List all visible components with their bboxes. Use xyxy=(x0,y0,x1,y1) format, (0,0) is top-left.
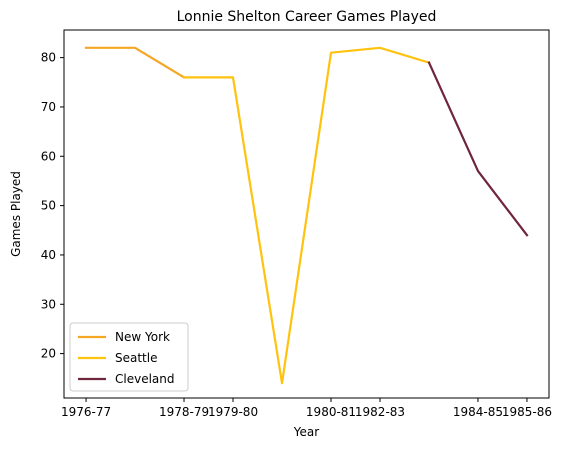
plot-area xyxy=(84,46,529,385)
x-tick-label: 1980-81 xyxy=(306,405,356,419)
legend-box xyxy=(69,322,189,392)
y-tick-label: 50 xyxy=(41,199,56,213)
x-tick-label: 1982-83 xyxy=(355,405,405,419)
x-tick-label: 1976-77 xyxy=(61,405,111,419)
series-line-seattle xyxy=(182,46,431,385)
legend: New York Seattle Cleveland xyxy=(69,322,189,392)
axes-frame xyxy=(63,29,550,399)
x-tick-label: 1979-80 xyxy=(208,405,258,419)
x-tick-label: 1984-85 xyxy=(453,405,503,419)
y-tick-label: 40 xyxy=(41,248,56,262)
legend-label: New York xyxy=(115,330,170,344)
y-axis-label: Games Played xyxy=(9,171,23,257)
y-tick-label: 20 xyxy=(41,347,56,361)
legend-label: Seattle xyxy=(115,351,157,365)
y-axis: 20 30 40 50 60 70 80 xyxy=(41,51,64,361)
series-line-new-york xyxy=(84,46,186,79)
chart-title: Lonnie Shelton Career Games Played xyxy=(177,9,437,25)
legend-label: Cleveland xyxy=(115,372,175,386)
x-tick-label: 1985-86 xyxy=(502,405,552,419)
x-axis-label: Year xyxy=(293,425,319,439)
x-tick-label: 1978-79 xyxy=(159,405,209,419)
y-tick-label: 70 xyxy=(41,100,56,114)
y-tick-label: 30 xyxy=(41,297,56,311)
series-line-cleveland xyxy=(427,61,529,237)
y-tick-label: 80 xyxy=(41,51,56,65)
y-tick-label: 60 xyxy=(41,149,56,163)
